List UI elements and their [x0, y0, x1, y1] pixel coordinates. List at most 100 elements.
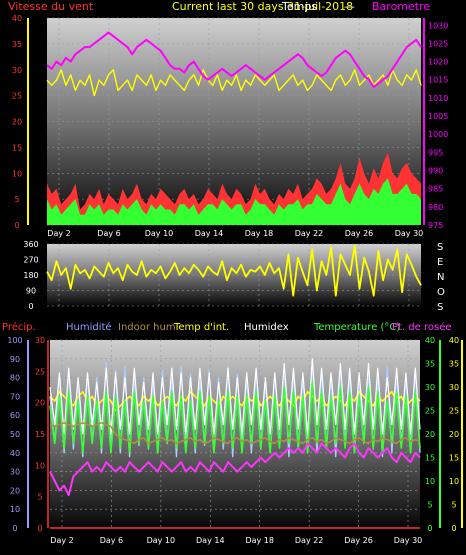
- temp-tick-6: 30: [425, 383, 435, 392]
- precip-tick-2: 10: [35, 461, 45, 470]
- dir-letter-2: N: [437, 272, 444, 283]
- wind-tick-3: 15: [12, 143, 22, 152]
- top-x-tick-2: Day 10: [145, 229, 174, 238]
- dir-tick-1: 90: [26, 287, 36, 296]
- wind-axis-title: Vitesse du vent: [8, 0, 94, 13]
- bot-x-tick-1: Day 6: [100, 536, 123, 545]
- baro-tick-2: 985: [428, 185, 443, 194]
- hum-tick-10: 100: [7, 336, 22, 345]
- bot-x-tick-6: Day 26: [344, 536, 373, 545]
- hum-tick-1: 10: [10, 505, 20, 514]
- temp-outer-tick-0: 0: [451, 524, 456, 533]
- baro-tick-0: 975: [428, 221, 443, 230]
- top-x-tick-1: Day 6: [97, 229, 120, 238]
- chart-dash: ---: [344, 2, 355, 13]
- temp-tick-0: 0: [427, 524, 432, 533]
- baro-axis-title: Barometre: [372, 0, 430, 13]
- bot-series-3: [49, 381, 421, 454]
- temp-tick-8: 40: [425, 336, 435, 345]
- temp-tick-3: 15: [425, 454, 435, 463]
- baro-tick-9: 1020: [428, 58, 448, 67]
- precip-tick-3: 15: [35, 430, 45, 439]
- wind-tick-7: 35: [12, 40, 22, 49]
- temp-outer-tick-7: 35: [449, 360, 459, 369]
- dir-letter-0: S: [437, 242, 443, 253]
- temp-outer-tick-2: 10: [449, 477, 459, 486]
- baro-tick-3: 990: [428, 167, 443, 176]
- temp-tick-1: 5: [427, 501, 432, 510]
- bot-x-tick-7: Day 30: [394, 536, 423, 545]
- dir-letter-4: S: [437, 302, 443, 313]
- hum-tick-8: 80: [10, 374, 20, 383]
- legend-dewpoint: Pt. de rosée: [392, 321, 452, 333]
- temp-tick-4: 20: [425, 430, 435, 439]
- temp-outer-tick-3: 15: [449, 454, 459, 463]
- top-x-tick-3: Day 14: [195, 229, 224, 238]
- wind-tick-5: 25: [12, 92, 22, 101]
- bot-series-2: [49, 358, 421, 435]
- hum-tick-3: 30: [10, 468, 20, 477]
- precip-tick-6: 30: [35, 336, 45, 345]
- hum-tick-4: 40: [10, 449, 20, 458]
- wind-tick-1: 5: [14, 195, 19, 204]
- hum-tick-7: 70: [10, 392, 20, 401]
- wind-direction-line: [46, 244, 422, 297]
- wind-tick-0: 0: [14, 221, 19, 230]
- bot-series-4: [49, 442, 421, 497]
- baro-tick-1: 980: [428, 203, 443, 212]
- temp-outer-tick-1: 5: [451, 501, 456, 510]
- legend-humidity: Humidité: [66, 321, 112, 333]
- hum-tick-5: 50: [10, 430, 20, 439]
- baro-tick-7: 1010: [428, 94, 448, 103]
- baro-tick-11: 1030: [428, 21, 448, 30]
- bot-x-tick-3: Day 14: [196, 536, 225, 545]
- top-x-tick-4: Day 18: [245, 229, 274, 238]
- top-x-tick-6: Day 26: [345, 229, 374, 238]
- temp-outer-tick-6: 30: [449, 383, 459, 392]
- hum-tick-6: 60: [10, 411, 20, 420]
- wind-tick-4: 20: [12, 118, 22, 127]
- dir-tick-3: 270: [23, 256, 38, 265]
- dir-letter-3: O: [437, 287, 445, 298]
- bot-series-5: [49, 421, 421, 445]
- wind-tick-6: 30: [12, 66, 22, 75]
- temp-outer-tick-4: 20: [449, 430, 459, 439]
- hum-tick-2: 20: [10, 486, 20, 495]
- baro-tick-10: 1025: [428, 39, 448, 48]
- legend-humidex: Humidex: [244, 322, 289, 333]
- wind-speed-area: [47, 178, 421, 225]
- precip-tick-4: 20: [35, 399, 45, 408]
- top-x-tick-0: Day 2: [47, 229, 70, 238]
- bot-x-tick-0: Day 2: [50, 536, 73, 545]
- legend-temperature: Temperature (°C): [313, 322, 400, 333]
- yellow-line: [46, 69, 422, 97]
- hum-tick-0: 0: [12, 524, 17, 533]
- precip-tick-0: 0: [37, 524, 42, 533]
- wind-tick-2: 10: [12, 169, 22, 178]
- temp-outer-tick-8: 40: [449, 336, 459, 345]
- precip-tick-1: 5: [37, 493, 42, 502]
- bot-x-tick-5: Day 22: [295, 536, 324, 545]
- bot-x-tick-4: Day 18: [245, 536, 274, 545]
- legend-precip: Précip.: [2, 321, 36, 333]
- hum-tick-9: 90: [10, 355, 20, 364]
- legend-temp-int: Temp d'int.: [173, 322, 229, 333]
- bot-x-tick-2: Day 10: [147, 536, 176, 545]
- chart-title: Current last 30 days 31-juil-2018: [172, 0, 353, 13]
- baro-tick-8: 1015: [428, 76, 448, 85]
- temp-outer-tick-5: 25: [449, 407, 459, 416]
- chart-title-overlay: Temps: [281, 0, 317, 13]
- wind-tick-8: 40: [12, 14, 22, 23]
- barometer-line: [46, 31, 422, 88]
- top-x-tick-7: Day 30: [395, 229, 424, 238]
- baro-tick-5: 1000: [428, 130, 448, 139]
- top-x-tick-5: Day 22: [295, 229, 324, 238]
- dir-letter-1: E: [437, 257, 443, 268]
- baro-tick-4: 995: [428, 148, 443, 157]
- dir-tick-2: 180: [23, 271, 38, 280]
- dir-tick-0: 0: [28, 302, 33, 311]
- temp-tick-7: 35: [425, 360, 435, 369]
- temp-tick-5: 25: [425, 407, 435, 416]
- temp-tick-2: 10: [425, 477, 435, 486]
